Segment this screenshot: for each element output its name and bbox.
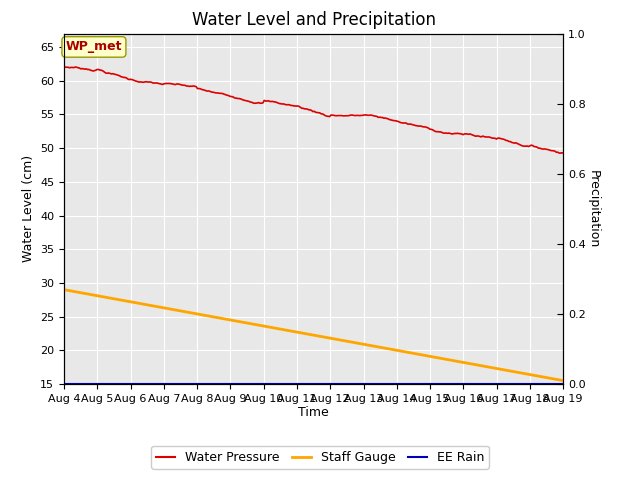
Y-axis label: Water Level (cm): Water Level (cm) bbox=[22, 155, 35, 263]
X-axis label: Time: Time bbox=[298, 407, 329, 420]
Legend: Water Pressure, Staff Gauge, EE Rain: Water Pressure, Staff Gauge, EE Rain bbox=[151, 446, 489, 469]
Text: WP_met: WP_met bbox=[66, 40, 122, 53]
Title: Water Level and Precipitation: Water Level and Precipitation bbox=[191, 11, 436, 29]
Y-axis label: Precipitation: Precipitation bbox=[587, 169, 600, 248]
